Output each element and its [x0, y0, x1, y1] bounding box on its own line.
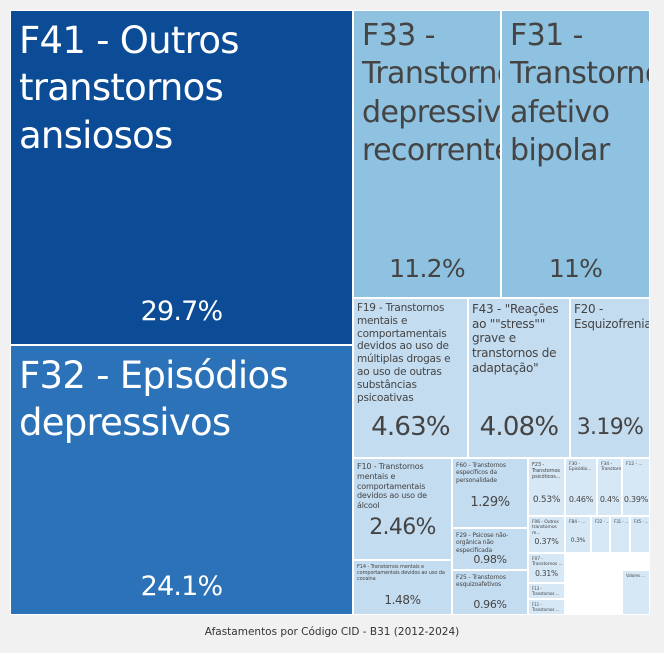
- tile-label: F29 - Psicose não-orgânica não especific…: [456, 532, 509, 554]
- tile-value: 0.31%: [535, 569, 558, 578]
- treemap-tile[interactable]: F13 - Transtornos ...: [528, 583, 565, 599]
- treemap-tile[interactable]: F14 - Transtornos mentais e comportament…: [353, 560, 452, 615]
- treemap-tile[interactable]: F29 - Psicose não-orgânica não especific…: [452, 528, 528, 570]
- tile-value: 3.19%: [576, 415, 644, 440]
- tile-label: F13 - Transtornos ...: [532, 586, 560, 596]
- treemap-tile[interactable]: F45 - ...: [630, 516, 650, 553]
- tile-label: F30 - Episódio...: [569, 462, 592, 473]
- tile-label: F10 - Transtornos mentais e comportament…: [357, 462, 427, 510]
- tile-label: F14 - Transtornos mentais e comportament…: [357, 564, 445, 583]
- tile-value: 0.3%: [570, 537, 586, 544]
- tile-value: 0.46%: [568, 495, 594, 504]
- tile-value: 29.7%: [140, 296, 224, 327]
- tile-label: F23 - Transtornos psicóticos...: [532, 462, 561, 481]
- tile-value: 0.53%: [532, 495, 561, 505]
- tile-label: F12 - ...: [626, 462, 643, 467]
- tile-label: F31 - Transtorno afetivo bipolar: [510, 18, 650, 169]
- treemap-tile[interactable]: F06 - Outros transtornos m... 0.37%: [528, 516, 565, 553]
- tile-label: F22 - ...: [595, 519, 610, 524]
- tile-label: F20 - Esquizofrenia: [574, 302, 650, 331]
- treemap-tile[interactable]: F30 - Episódio... 0.46%: [565, 458, 597, 516]
- treemap-tile[interactable]: F25 - Transtornos esquizoafetivos 0.96%: [452, 570, 528, 615]
- tile-value: 1.29%: [470, 495, 510, 510]
- treemap-tile[interactable]: F43 - "Reações ao ""stress"" grave e tra…: [468, 298, 570, 458]
- treemap-tile[interactable]: F34 - Transtornos... 0.4%: [597, 458, 622, 516]
- tile-label: F19 - Transtornos mentais e comportament…: [357, 302, 451, 404]
- tile-label: F84 - ...: [569, 520, 586, 525]
- tile-value: 4.63%: [371, 412, 450, 442]
- tile-label: F32 - Episódios depressivos: [19, 354, 289, 445]
- tile-label: Valores ...: [626, 573, 645, 578]
- tile-value: 0.96%: [473, 598, 507, 611]
- chart-caption: Afastamentos por Código CID - B31 (2012-…: [204, 626, 460, 638]
- tile-label: F41 - Outros transtornos ansiosos: [19, 19, 240, 157]
- tile-value: 11%: [548, 254, 603, 283]
- treemap-tile[interactable]: Valores ...: [622, 570, 650, 615]
- tile-value: 11.2%: [389, 254, 465, 283]
- treemap-tile[interactable]: F33 - Transtorno depressivo recorrente 11…: [353, 10, 501, 298]
- treemap-tile[interactable]: F07 - Transtornos ... 0.31%: [528, 553, 565, 583]
- tile-label: F25 - Transtornos esquizoafetivos: [456, 574, 506, 589]
- treemap-tile[interactable]: F31 - ...: [610, 516, 630, 553]
- treemap-tile[interactable]: F20 - Esquizofrenia 3.19%: [570, 298, 650, 458]
- treemap-tile[interactable]: F22 - ...: [591, 516, 610, 553]
- tile-label: F34 - Transtornos...: [601, 462, 622, 473]
- tile-value: 4.08%: [479, 412, 559, 442]
- treemap-chart: F41 - Outros transtornos ansiosos 29.7% F3…: [10, 10, 650, 615]
- tile-label: F11 - Transtornos ...: [532, 602, 560, 612]
- tile-label: F43 - "Reações ao ""stress"" grave e tra…: [472, 302, 559, 375]
- tile-label: F60 - Transtornos específicos da persona…: [456, 462, 506, 484]
- treemap-tile[interactable]: F23 - Transtornos psicóticos... 0.53%: [528, 458, 565, 516]
- tile-value: 0.39%: [623, 495, 649, 504]
- treemap-tile[interactable]: F11 - Transtornos ...: [528, 599, 565, 615]
- tile-value: 2.46%: [369, 515, 436, 540]
- treemap-tile[interactable]: F10 - Transtornos mentais e comportament…: [353, 458, 452, 560]
- tile-value: 1.48%: [384, 593, 421, 607]
- tile-label: F45 - ...: [634, 519, 649, 524]
- treemap-tile[interactable]: F12 - ... 0.39%: [622, 458, 650, 516]
- treemap-tile[interactable]: F41 - Outros transtornos ansiosos 29.7%: [10, 10, 353, 345]
- tile-label: F07 - Transtornos ...: [532, 557, 563, 568]
- tile-label: F31 - ...: [614, 519, 629, 524]
- treemap-tile[interactable]: F32 - Episódios depressivos 24.1%: [10, 345, 353, 615]
- tile-value: 0.98%: [473, 553, 507, 566]
- tile-label: F06 - Outros transtornos m...: [532, 520, 559, 536]
- tile-value: 0.37%: [534, 537, 559, 546]
- treemap-tile[interactable]: F19 - Transtornos mentais e comportament…: [353, 298, 468, 458]
- tile-value: 24.1%: [140, 571, 224, 602]
- treemap-tile[interactable]: F31 - Transtorno afetivo bipolar 11%: [501, 10, 650, 298]
- treemap-tile[interactable]: F84 - ... 0.3%: [565, 516, 591, 553]
- tile-label: F33 - Transtorno depressivo recorrente: [362, 18, 501, 169]
- treemap-tile[interactable]: F60 - Transtornos específicos da persona…: [452, 458, 528, 528]
- tile-value: 0.4%: [599, 495, 620, 504]
